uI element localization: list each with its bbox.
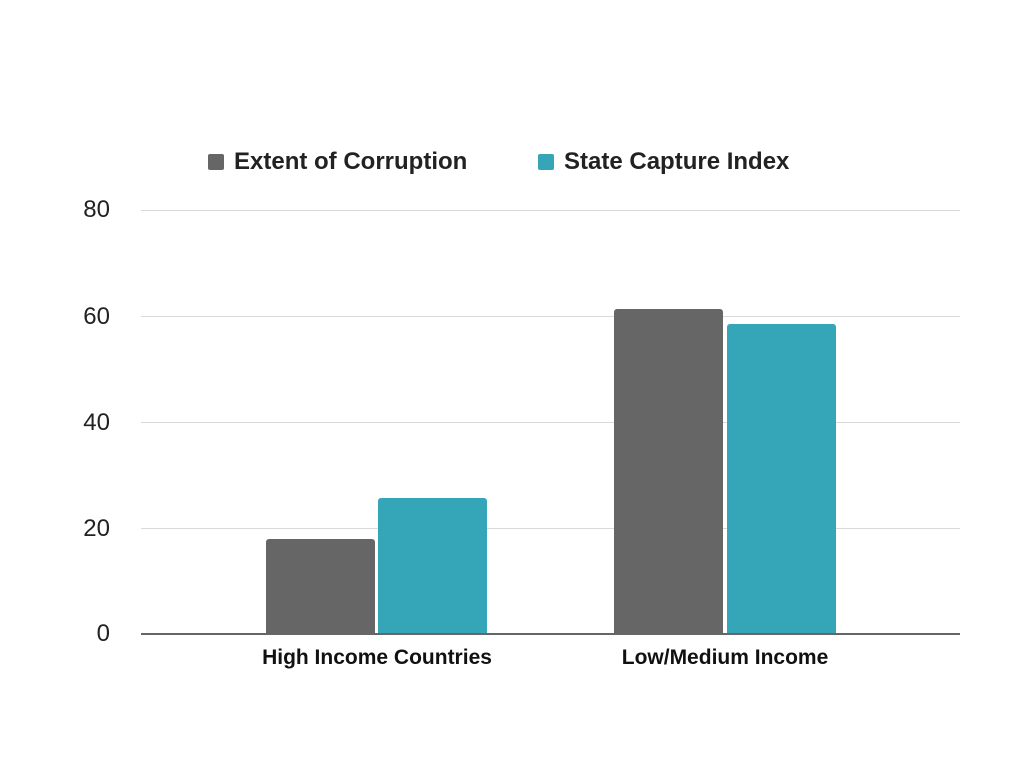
y-tick-80: 80 — [83, 196, 110, 223]
gridline-60 — [141, 316, 960, 317]
gridline-20 — [141, 528, 960, 529]
bar-low-medium-income-state-capture-index[interactable] — [727, 324, 836, 634]
legend-item-extent-of-corruption[interactable]: Extent of Corruption — [208, 146, 467, 178]
legend-label: Extent of Corruption — [234, 148, 468, 175]
plot-area — [141, 210, 960, 635]
legend-swatch-extent-of-corruption — [208, 154, 224, 170]
gridline-80 — [141, 210, 960, 211]
x-axis-baseline — [141, 633, 960, 635]
legend-swatch-state-capture-index — [538, 154, 554, 170]
x-label-low-medium-income: Low/Medium Income — [621, 646, 829, 669]
bar-high-income-extent-of-corruption[interactable] — [266, 539, 375, 634]
y-tick-60: 60 — [83, 303, 110, 330]
legend-label: State Capture Index — [564, 148, 790, 175]
bar-high-income-state-capture-index[interactable] — [378, 498, 487, 634]
y-tick-0: 0 — [96, 620, 110, 647]
legend-item-state-capture-index[interactable]: State Capture Index — [538, 146, 789, 178]
bar-low-medium-income-extent-of-corruption[interactable] — [614, 309, 723, 634]
gridline-40 — [141, 422, 960, 423]
x-label-high-income-countries: High Income Countries — [262, 646, 492, 669]
legend: Extent of Corruption State Capture Index — [0, 146, 1024, 178]
y-tick-20: 20 — [83, 515, 110, 542]
y-tick-40: 40 — [83, 409, 110, 436]
